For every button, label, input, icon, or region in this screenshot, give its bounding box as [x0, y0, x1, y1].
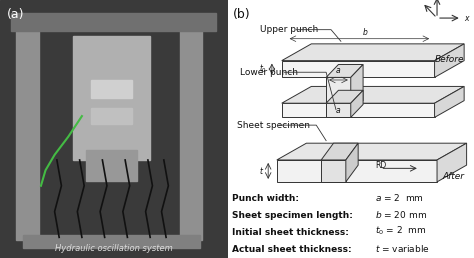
- Polygon shape: [326, 90, 363, 103]
- Text: Hydraulic oscillation system: Hydraulic oscillation system: [55, 244, 173, 253]
- Bar: [27, 23, 39, 240]
- Polygon shape: [326, 77, 351, 114]
- Polygon shape: [326, 64, 363, 77]
- Text: Upper punch: Upper punch: [260, 25, 318, 34]
- Text: $t$: $t$: [259, 165, 264, 176]
- Bar: [180, 23, 191, 240]
- Bar: [16, 23, 27, 240]
- Polygon shape: [435, 44, 464, 77]
- Text: $b$ = 20 mm: $b$ = 20 mm: [375, 209, 428, 220]
- Text: (a): (a): [7, 8, 24, 21]
- Polygon shape: [277, 143, 466, 160]
- Polygon shape: [435, 86, 464, 117]
- Text: Sheet specimen length:: Sheet specimen length:: [232, 211, 353, 220]
- Bar: [23, 235, 200, 248]
- Bar: [191, 23, 202, 240]
- Text: Before: Before: [435, 55, 464, 64]
- Polygon shape: [326, 103, 351, 117]
- Text: Punch width:: Punch width:: [232, 194, 300, 203]
- Text: Sheet specimen: Sheet specimen: [237, 121, 310, 130]
- Text: $a$: $a$: [335, 66, 342, 75]
- Polygon shape: [321, 160, 346, 182]
- Text: RD: RD: [375, 161, 387, 170]
- Bar: [91, 80, 132, 98]
- Polygon shape: [282, 44, 464, 61]
- Polygon shape: [351, 64, 363, 114]
- Polygon shape: [321, 143, 358, 160]
- Text: $t$ = variable: $t$ = variable: [375, 243, 430, 254]
- Text: Lower punch: Lower punch: [240, 68, 298, 77]
- Bar: [91, 108, 132, 124]
- Polygon shape: [282, 61, 435, 77]
- Text: $t_0$ = 2  mm: $t_0$ = 2 mm: [375, 224, 427, 237]
- Text: After: After: [442, 172, 464, 181]
- Text: Initial sheet thickness:: Initial sheet thickness:: [232, 228, 349, 237]
- Text: $a$: $a$: [335, 106, 342, 115]
- Bar: [86, 150, 137, 181]
- Text: $b$: $b$: [362, 26, 369, 37]
- Text: $x$: $x$: [464, 14, 471, 22]
- Text: $t_0$: $t_0$: [259, 63, 267, 75]
- Text: $a$ = 2  mm: $a$ = 2 mm: [375, 191, 424, 203]
- Bar: [11, 13, 216, 31]
- Polygon shape: [351, 90, 363, 117]
- Polygon shape: [346, 143, 358, 182]
- Text: (b): (b): [232, 8, 250, 21]
- Polygon shape: [282, 103, 435, 117]
- Text: Actual sheet thickness:: Actual sheet thickness:: [232, 245, 352, 254]
- Polygon shape: [437, 143, 466, 182]
- Bar: [73, 36, 150, 160]
- Polygon shape: [282, 86, 464, 103]
- Polygon shape: [277, 160, 437, 182]
